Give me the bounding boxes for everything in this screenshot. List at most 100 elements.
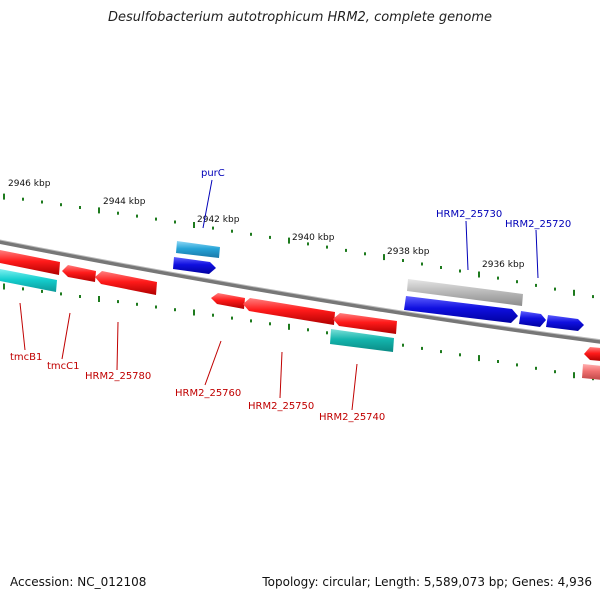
gene-tmcC1[interactable] <box>62 265 96 282</box>
minor-tick <box>231 316 233 320</box>
minor-tick <box>117 211 119 215</box>
gene-label-HRM2-25750[interactable]: HRM2_25750 <box>248 401 314 412</box>
minor-tick <box>421 262 423 266</box>
minor-tick <box>307 242 309 246</box>
minor-tick <box>41 289 43 293</box>
gene-label-tmcC1[interactable]: tmcC1 <box>47 361 80 372</box>
gene-label-HRM2-25720[interactable]: HRM2_25720 <box>505 219 571 230</box>
major-tick <box>3 193 5 200</box>
major-tick <box>288 323 290 330</box>
scale-tick-label: 2942 kbp <box>197 215 240 225</box>
gene-reverse-edge[interactable] <box>584 347 600 361</box>
minor-tick <box>41 200 43 204</box>
gene-reverse-edge-light[interactable] <box>582 364 600 380</box>
gene-HRM2-25760[interactable] <box>211 293 245 309</box>
gene-HRM2-25750[interactable] <box>243 298 335 325</box>
minor-tick <box>364 252 366 256</box>
gene-HRM2-25730-pseudo[interactable] <box>407 279 523 306</box>
minor-tick <box>174 308 176 312</box>
topology-summary: Topology: circular; Length: 5,589,073 bp… <box>262 575 592 589</box>
gene-forward[interactable] <box>546 315 584 331</box>
minor-tick <box>535 366 537 370</box>
minor-tick <box>402 343 404 347</box>
minor-tick <box>459 353 461 357</box>
minor-tick <box>60 292 62 296</box>
gene-tmcB1[interactable] <box>0 250 60 275</box>
minor-tick <box>155 305 157 309</box>
minor-tick <box>22 197 24 201</box>
minor-tick <box>136 214 138 218</box>
minor-tick <box>326 245 328 249</box>
gene-purC-light[interactable] <box>176 241 220 258</box>
minor-tick <box>60 203 62 207</box>
gene-HRM2-25740-light[interactable] <box>330 329 394 352</box>
scale-tick-label: 2936 kbp <box>482 260 525 270</box>
genome-backbone-highlight <box>0 239 600 341</box>
major-tick <box>98 296 100 302</box>
minor-tick <box>535 283 537 287</box>
minor-tick <box>79 295 81 298</box>
minor-tick <box>440 350 442 354</box>
scale-tick-label: 2940 kbp <box>292 233 335 243</box>
minor-tick <box>22 287 24 291</box>
minor-tick <box>231 229 233 233</box>
gene-label-HRM2-25760[interactable]: HRM2_25760 <box>175 388 241 399</box>
scale-tick-label: 2944 kbp <box>103 197 146 207</box>
minor-tick <box>326 331 328 335</box>
gene-tmcB1-light[interactable] <box>0 269 57 292</box>
major-tick <box>573 289 575 296</box>
scale-tick-label: 2946 kbp <box>8 179 51 189</box>
minor-tick <box>497 276 499 280</box>
map-title: Desulfobacterium autotrophicum HRM2, com… <box>107 10 493 25</box>
minor-tick <box>516 363 518 367</box>
minor-tick <box>554 287 556 291</box>
major-tick <box>98 207 100 214</box>
leader-lines-bottom <box>19 302 358 411</box>
minor-tick <box>174 220 176 224</box>
gene-label-HRM2-25730[interactable]: HRM2_25730 <box>436 209 502 220</box>
major-tick <box>193 309 195 316</box>
scale-tick-label: 2938 kbp <box>387 247 430 257</box>
minor-tick <box>402 259 404 262</box>
scale-ticks-top <box>3 193 594 299</box>
gene-label-HRM2-25780[interactable]: HRM2_25780 <box>85 371 151 382</box>
gene-HRM2-25730[interactable] <box>404 296 518 323</box>
minor-tick <box>421 346 423 350</box>
major-tick <box>193 222 195 228</box>
minor-tick <box>136 302 138 306</box>
minor-tick <box>269 322 271 326</box>
minor-tick <box>155 217 157 221</box>
minor-tick <box>212 226 214 230</box>
accession-text: Accession: NC_012108 <box>10 575 147 589</box>
gene-label-HRM2-25740[interactable]: HRM2_25740 <box>319 412 385 423</box>
major-tick <box>288 237 290 244</box>
major-tick <box>478 271 480 278</box>
major-tick <box>3 283 5 290</box>
gene-label-purC[interactable]: purC <box>201 168 225 179</box>
gene-HRM2-25740[interactable] <box>333 313 397 334</box>
minor-tick <box>250 232 252 236</box>
major-tick <box>383 254 385 261</box>
gene-HRM2-25720[interactable] <box>519 311 546 327</box>
minor-tick <box>440 266 442 269</box>
major-tick <box>478 355 480 362</box>
gene-purC[interactable] <box>173 257 216 274</box>
minor-tick <box>117 300 119 304</box>
major-tick <box>573 372 575 379</box>
minor-tick <box>269 235 271 239</box>
minor-tick <box>516 280 518 284</box>
gene-HRM2-25780[interactable] <box>95 271 157 295</box>
minor-tick <box>345 248 347 252</box>
minor-tick <box>459 269 461 273</box>
minor-tick <box>307 328 309 332</box>
minor-tick <box>497 360 499 363</box>
leader-lines-top <box>202 179 539 279</box>
minor-tick <box>592 295 594 299</box>
genome-backbone <box>0 239 600 344</box>
gene-label-tmcB1[interactable]: tmcB1 <box>10 352 42 363</box>
minor-tick <box>212 313 214 317</box>
minor-tick <box>554 370 556 374</box>
minor-tick <box>250 319 252 323</box>
minor-tick <box>79 206 81 209</box>
